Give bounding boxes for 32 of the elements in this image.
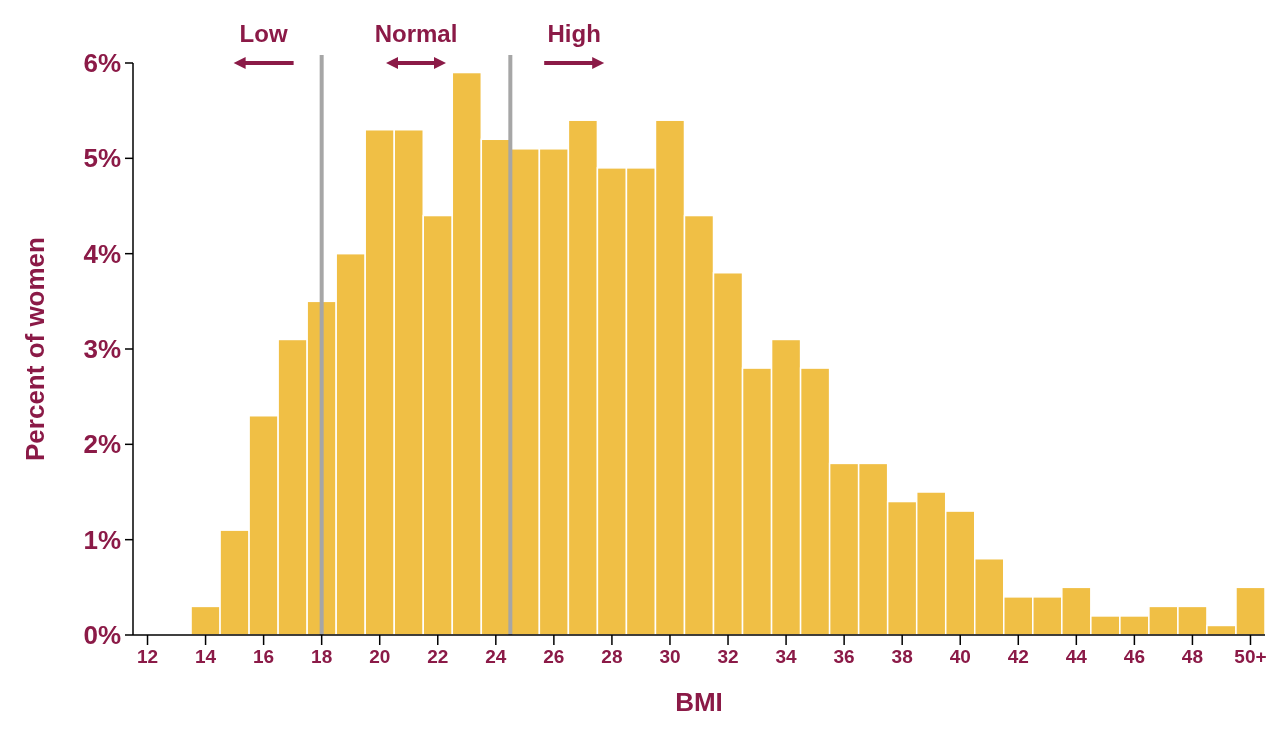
y-tick-label: 1% <box>83 524 121 555</box>
x-tick-label: 24 <box>485 646 507 667</box>
x-tick-label: 14 <box>194 646 217 667</box>
y-tick-label: 5% <box>83 143 121 174</box>
y-tick-label: 6% <box>83 48 121 79</box>
x-axis-title: BMI <box>675 687 723 717</box>
text: Low <box>239 20 288 47</box>
x-tick-label: 28 <box>601 646 623 667</box>
y-tick-label: 0% <box>83 620 121 651</box>
y-tick-label: 2% <box>83 429 121 460</box>
y-tick-label: 3% <box>83 334 121 365</box>
y-axis-title: Percent of women <box>20 237 50 461</box>
x-tick-label: 26 <box>543 646 565 667</box>
x-tick-label: 12 <box>136 646 159 667</box>
x-tick-label: 38 <box>891 646 913 667</box>
x-tick-label: 22 <box>427 646 449 667</box>
text: High <box>547 20 601 47</box>
x-tick-label: 18 <box>311 646 333 667</box>
x-tick-label: 40 <box>949 646 971 667</box>
x-tick-label: 44 <box>1065 646 1088 667</box>
x-tick-label: 36 <box>833 646 855 667</box>
x-tick-label: 48 <box>1181 646 1204 667</box>
x-tick-label: 30 <box>659 646 681 667</box>
x-tick-label: 20 <box>369 646 391 667</box>
x-tick-label: 16 <box>253 646 275 667</box>
x-tick-label: 42 <box>1007 646 1029 667</box>
x-tick-label: 46 <box>1123 646 1145 667</box>
x-tick-label: 34 <box>775 646 798 667</box>
x-tick-label: 32 <box>717 646 739 667</box>
x-tick-label: 50+ <box>1234 646 1267 667</box>
text: Normal <box>374 20 458 47</box>
y-tick-label: 4% <box>83 238 121 269</box>
